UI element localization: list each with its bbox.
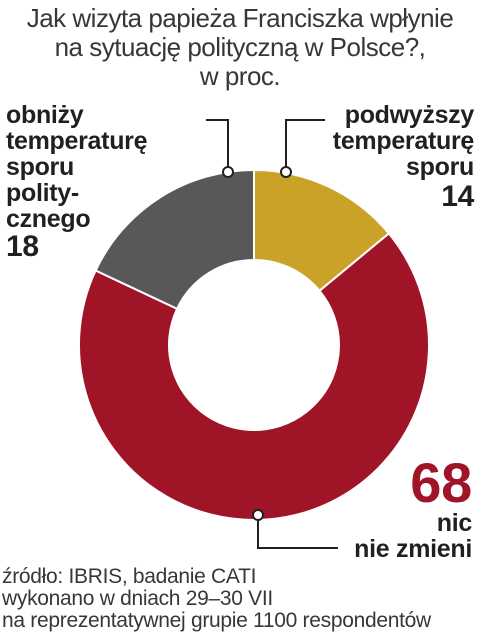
leader-dot-podwyzszy	[280, 166, 292, 178]
slice-label-nic-nie-zmieni: 68 nic nie zmieni	[354, 451, 473, 563]
leader-line-nic-nie-zmieni	[257, 515, 338, 549]
slice-label-line: sporu	[406, 153, 474, 181]
slice-label-line: cznego	[6, 205, 91, 233]
slice-value-nic-nie-zmieni: 68	[410, 451, 472, 514]
donut-slices	[78, 168, 430, 521]
slice-label-line: nie zmieni	[354, 535, 472, 563]
slice-label-podwyzszy: podwyższy temperaturę sporu 14	[332, 101, 475, 213]
slice-label-line: podwyższy	[344, 101, 475, 129]
slice-label-line: obniży	[6, 101, 84, 129]
slice-label-line: nic	[436, 509, 473, 537]
slice-obnizy	[94, 168, 255, 311]
title-line: Jak wizyta papieża Franciszka wpłynie	[26, 3, 454, 33]
title-line: na sytuację polityczną w Polsce?,	[54, 32, 426, 62]
source-line: wykonano w dniach 29–30 VII	[2, 587, 273, 610]
leader-line-obnizy	[206, 119, 229, 172]
slice-label-line: sporu	[6, 153, 74, 181]
leader-dot-obnizy	[222, 166, 234, 178]
slice-value-podwyzszy: 14	[441, 180, 474, 213]
source-line: na reprezentatywnej grupie 1100 responde…	[2, 609, 431, 632]
source-line: źródło: IBRIS, badanie CATI	[2, 565, 257, 588]
slice-value-obnizy: 18	[6, 230, 39, 263]
chart-title: Jak wizyta papieża Franciszka wpłynie na…	[0, 4, 480, 91]
slice-nic-nie-zmieni	[78, 232, 430, 521]
slice-label-line: polity-	[6, 179, 79, 207]
slice-label-line: temperaturę	[332, 127, 475, 155]
leader-lines	[206, 119, 338, 549]
slice-label-obnizy: obniży temperaturę sporu polity- cznego …	[6, 101, 148, 263]
title-line: w proc.	[199, 61, 281, 91]
source-note: źródło: IBRIS, badanie CATI wykonano w d…	[2, 566, 431, 632]
slice-label-line: temperaturę	[6, 127, 148, 155]
leader-dot-nic-nie-zmieni	[252, 509, 264, 521]
leader-line-podwyzszy	[285, 119, 325, 172]
